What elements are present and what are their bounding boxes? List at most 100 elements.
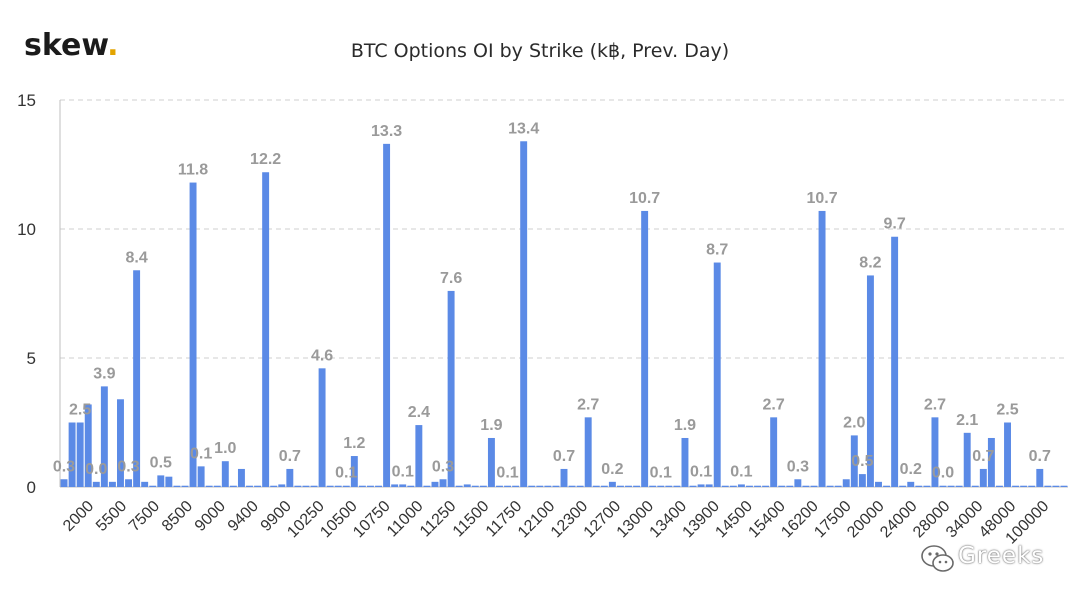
bar — [971, 485, 979, 487]
bar — [729, 485, 737, 487]
bar — [125, 479, 133, 487]
bar — [504, 485, 512, 487]
bar — [713, 262, 721, 487]
y-tick-label: 0 — [27, 478, 36, 497]
bar — [600, 485, 608, 487]
bar — [1004, 422, 1011, 487]
data-label: 2.7 — [924, 396, 946, 413]
bar — [100, 386, 108, 487]
bar — [802, 485, 810, 487]
bar — [891, 236, 899, 487]
bar — [592, 485, 600, 487]
data-label: 7.6 — [440, 270, 462, 287]
bar — [117, 399, 124, 487]
bar — [383, 143, 391, 488]
bar — [415, 425, 423, 487]
bar — [608, 481, 616, 487]
data-label: 0.2 — [900, 461, 922, 478]
data-label: 10.7 — [629, 190, 660, 207]
data-label: 10.7 — [806, 190, 837, 207]
bar — [133, 270, 141, 487]
bar — [987, 437, 995, 487]
bar — [68, 422, 76, 487]
bar — [286, 468, 294, 487]
bar — [84, 404, 92, 487]
x-tick-label: 9400 — [225, 498, 262, 535]
x-tick-label: 5500 — [93, 498, 130, 535]
data-label: 1.9 — [480, 417, 502, 434]
bar — [205, 485, 213, 487]
bar — [358, 485, 366, 487]
data-label: 1.0 — [214, 440, 236, 457]
skew-logo: skew. — [24, 28, 119, 63]
bar — [979, 468, 987, 487]
bar — [544, 485, 552, 487]
bar — [673, 485, 681, 487]
bar — [375, 485, 382, 487]
bar — [963, 432, 971, 487]
bar — [262, 172, 270, 488]
data-label: 0.3 — [117, 458, 139, 475]
x-tick-label: 12700 — [581, 498, 625, 542]
bar — [278, 484, 286, 487]
data-label: 2.4 — [408, 404, 430, 421]
bar — [858, 474, 866, 487]
bar — [810, 485, 818, 487]
bar — [431, 481, 439, 487]
bar — [407, 485, 415, 487]
bar — [141, 481, 149, 487]
watermark: Greeks — [920, 541, 1070, 575]
gridlines — [60, 99, 1068, 359]
watermark-text: Greeks — [958, 543, 1045, 569]
x-tick-label: 11500 — [450, 498, 493, 541]
data-labels: 0.32.53.90.0 0.38.40.511.80.1 1.012.20.74.… — [53, 120, 1051, 481]
bar — [350, 456, 358, 487]
data-label: 0.5 — [851, 453, 873, 470]
data-label: 0.7 — [972, 448, 994, 465]
bar — [149, 485, 157, 487]
bar — [487, 437, 495, 487]
data-label: 2.5 — [69, 402, 91, 419]
bar — [536, 485, 544, 487]
bar — [1052, 485, 1060, 487]
bar — [520, 141, 528, 487]
bar — [463, 484, 471, 487]
x-tick-label: 11000 — [384, 498, 427, 541]
bar — [689, 485, 697, 487]
bar — [157, 475, 165, 487]
bar — [866, 275, 874, 487]
data-label: 0.1 — [190, 445, 212, 462]
data-label: 0.1 — [650, 465, 672, 482]
x-tick-label: 11250 — [417, 498, 460, 541]
bar — [1060, 485, 1068, 487]
bar — [181, 485, 189, 487]
data-label: 0.3 — [787, 458, 809, 475]
data-label: 0.5 — [150, 454, 172, 471]
data-label: 0.7 — [1029, 448, 1051, 465]
data-label: 2.1 — [956, 412, 978, 429]
bar — [649, 485, 657, 487]
data-label: 0.7 — [279, 448, 301, 465]
bar — [496, 485, 503, 487]
bar — [189, 182, 197, 487]
y-axis: 0 5 10 15 — [17, 91, 1068, 497]
bar — [439, 479, 447, 487]
bar — [576, 485, 584, 487]
bar — [294, 485, 302, 487]
data-label: 0.3 — [53, 458, 75, 475]
x-tick-label: 15400 — [745, 498, 789, 542]
bar — [899, 485, 907, 487]
x-tick-label: 7500 — [126, 498, 163, 535]
bar — [794, 479, 802, 487]
bar — [479, 485, 487, 487]
bar — [641, 210, 649, 487]
data-label: 2.7 — [577, 396, 599, 413]
bar — [471, 485, 479, 487]
bar — [1020, 485, 1028, 487]
data-label: 9.7 — [883, 216, 905, 233]
bar — [237, 468, 245, 487]
bar — [568, 485, 576, 487]
bar — [754, 485, 762, 487]
bar — [399, 484, 407, 487]
